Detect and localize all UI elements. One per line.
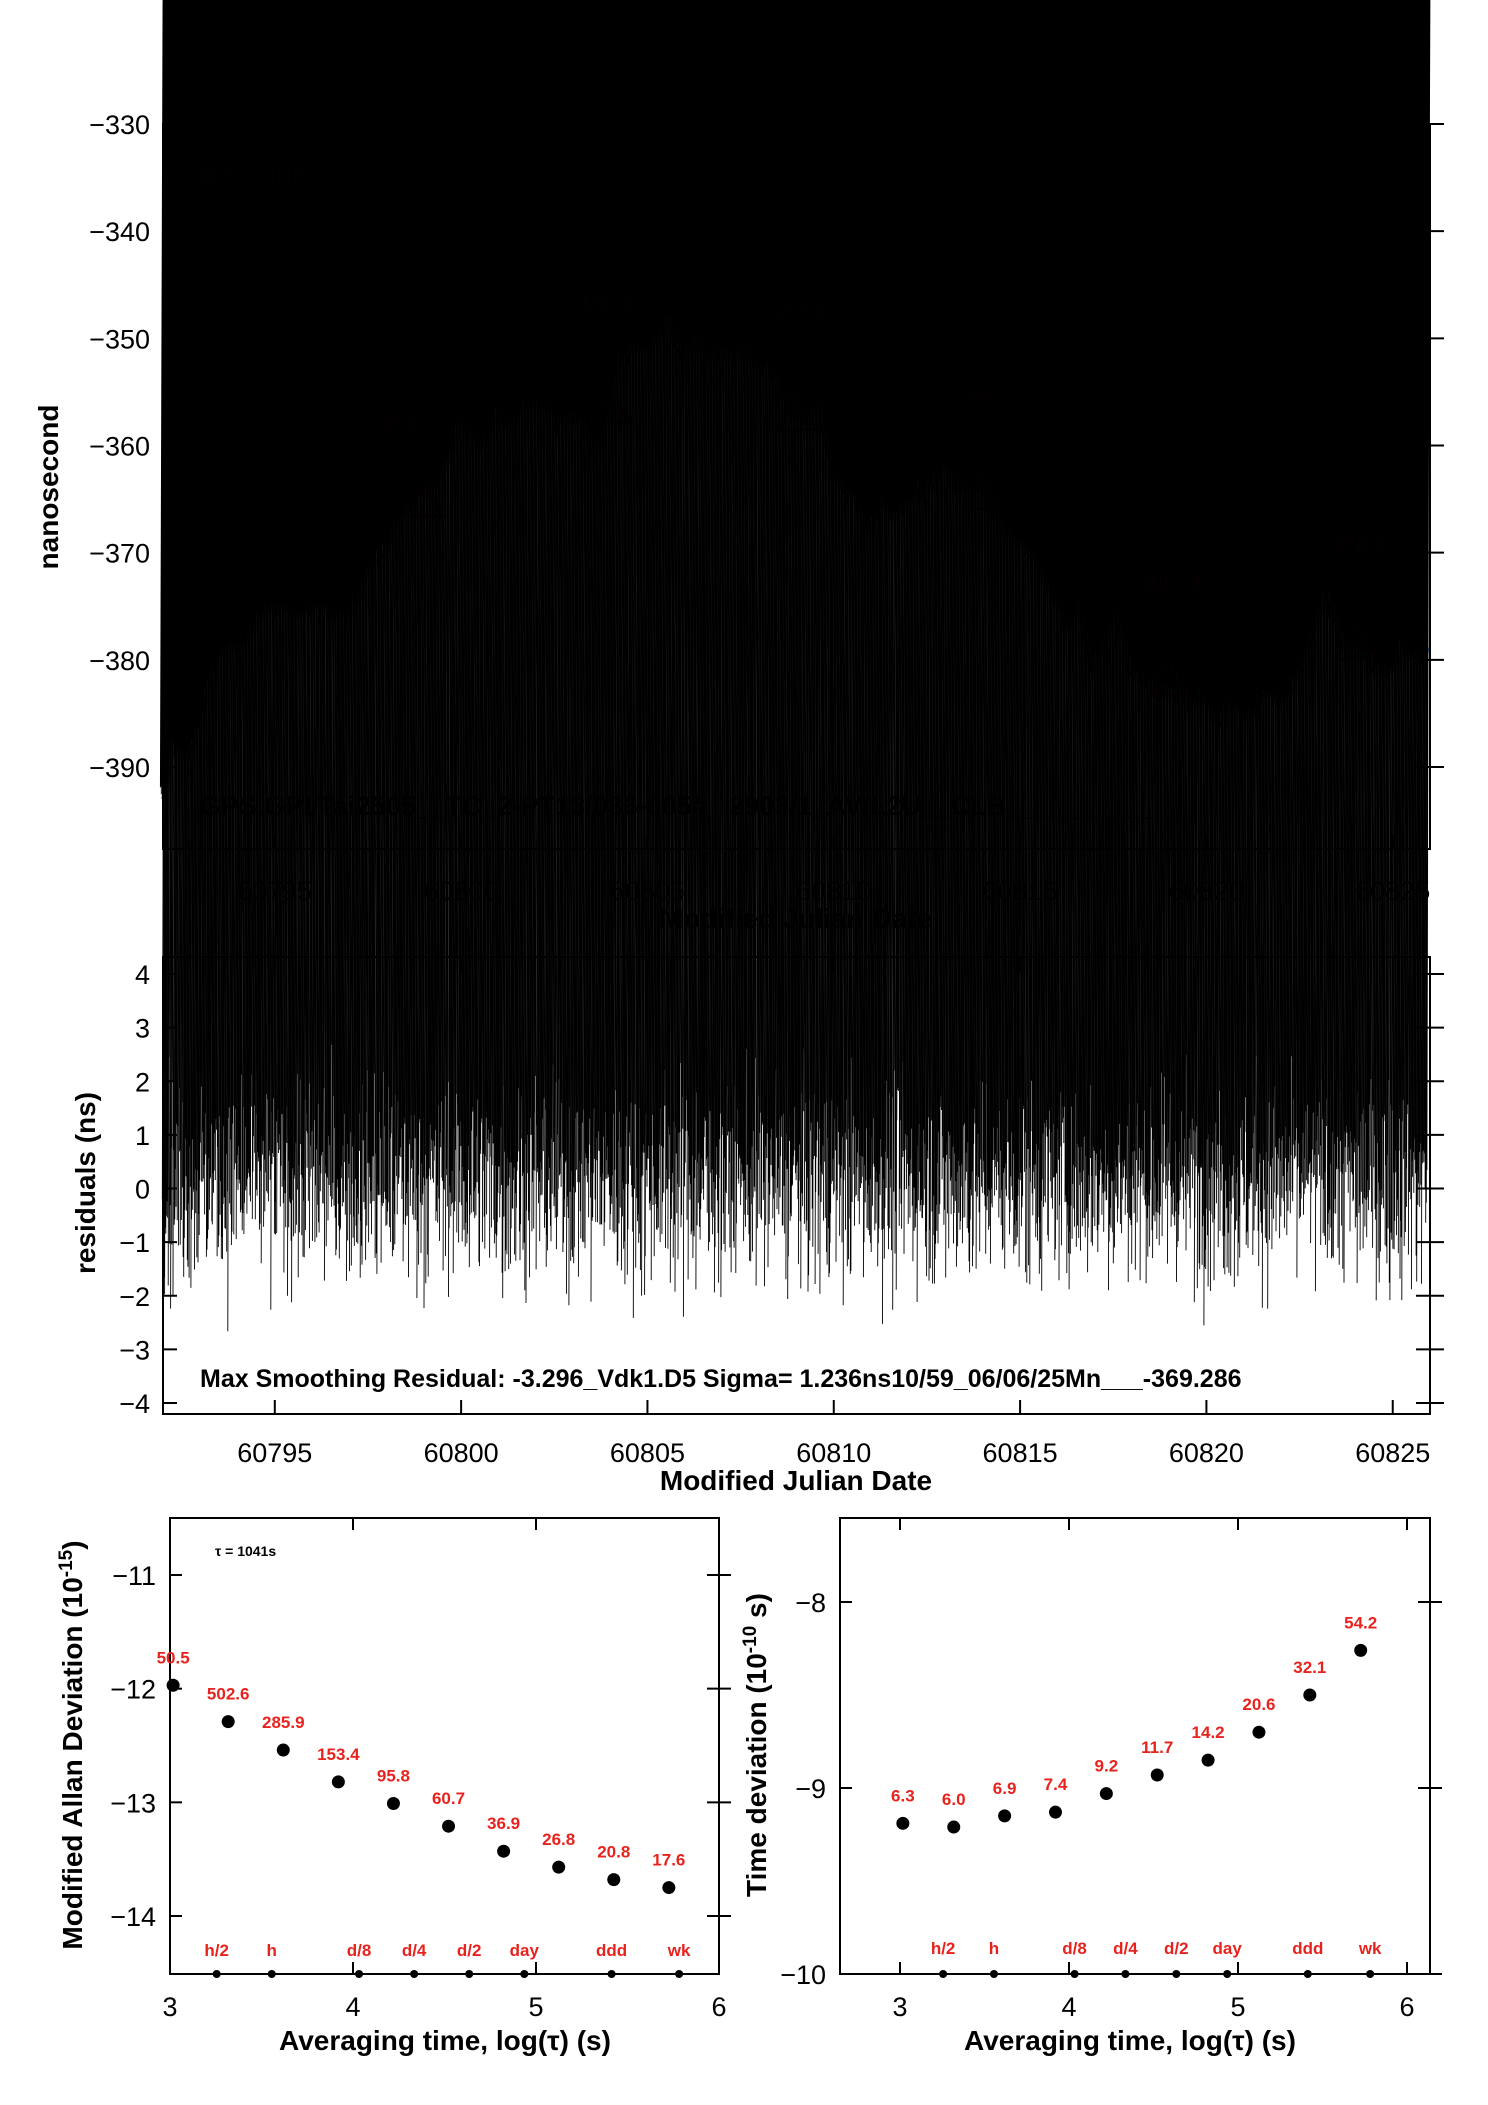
y-tick-label: −360: [89, 432, 150, 462]
top-y-axis-label: nanosecond: [33, 405, 64, 570]
y-tick-label: −380: [89, 646, 150, 676]
residuals-panel: 60795 60800 60805 60810 60815 60820 60825−4−3−…: [70, 1, 1444, 1496]
y-tick-label: −330: [89, 110, 150, 140]
y-tick-label: −370: [89, 539, 150, 569]
y-tick-label: −350: [89, 324, 150, 354]
y-tick-label: −390: [89, 753, 150, 783]
y-tick-label: −340: [89, 217, 150, 247]
residual-points: [162, 1, 1429, 1334]
